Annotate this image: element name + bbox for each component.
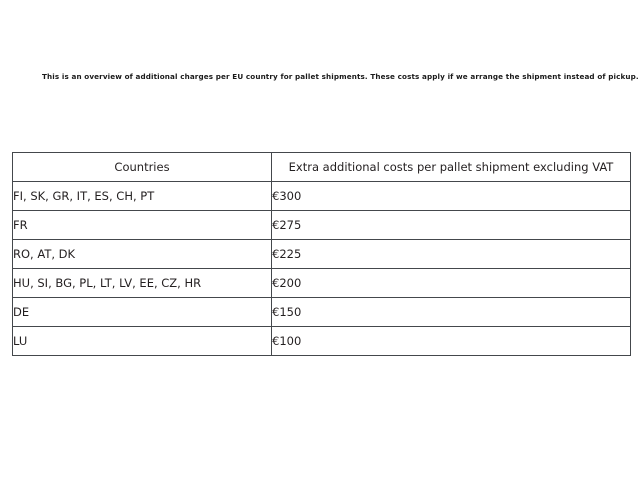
table-row: HU, SI, BG, PL, LT, LV, EE, CZ, HR €200 <box>12 268 631 298</box>
table-row: RO, AT, DK €225 <box>12 239 631 269</box>
cell-cost: €300 <box>271 181 631 211</box>
cell-cost: €150 <box>271 297 631 327</box>
cell-countries: FI, SK, GR, IT, ES, CH, PT <box>12 181 272 211</box>
table-row: FI, SK, GR, IT, ES, CH, PT €300 <box>12 181 631 211</box>
cell-countries: HU, SI, BG, PL, LT, LV, EE, CZ, HR <box>12 268 272 298</box>
charges-table-container: Countries Extra additional costs per pal… <box>12 152 631 356</box>
cell-countries: FR <box>12 210 272 240</box>
cell-countries: DE <box>12 297 272 327</box>
column-header-costs: Extra additional costs per pallet shipme… <box>271 152 631 182</box>
table-header: Countries Extra additional costs per pal… <box>12 152 631 182</box>
charges-table: Countries Extra additional costs per pal… <box>12 152 631 356</box>
table-body: FI, SK, GR, IT, ES, CH, PT €300 FR €275 … <box>12 181 631 356</box>
table-header-row: Countries Extra additional costs per pal… <box>12 152 631 182</box>
cell-cost: €200 <box>271 268 631 298</box>
intro-paragraph: This is an overview of additional charge… <box>42 72 639 82</box>
cell-cost: €275 <box>271 210 631 240</box>
table-row: FR €275 <box>12 210 631 240</box>
column-header-countries: Countries <box>12 152 272 182</box>
cell-cost: €100 <box>271 326 631 356</box>
cell-countries: LU <box>12 326 272 356</box>
cell-cost: €225 <box>271 239 631 269</box>
cell-countries: RO, AT, DK <box>12 239 272 269</box>
table-row: DE €150 <box>12 297 631 327</box>
table-row: LU €100 <box>12 326 631 356</box>
